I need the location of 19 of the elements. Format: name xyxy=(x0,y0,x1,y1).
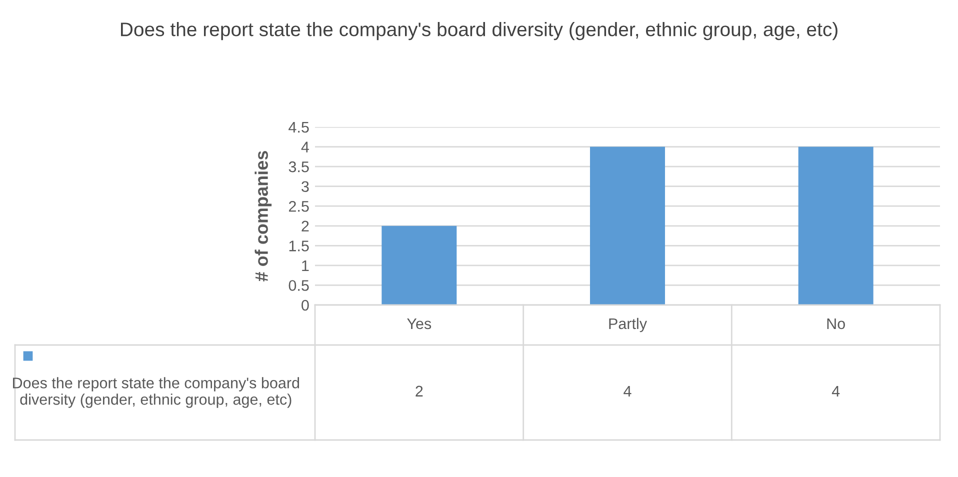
y-tick-label: 2.5 xyxy=(288,200,309,212)
data-label: 4 xyxy=(832,386,840,396)
x-tick-label: No xyxy=(827,318,845,330)
y-tick-label: 1.5 xyxy=(289,240,309,252)
y-tick-label: 3 xyxy=(302,181,309,192)
y-tick-label: 3.5 xyxy=(288,161,309,172)
chart-title: Does the report state the company's board diversity (gender, ethnic group, age, etc) xyxy=(121,22,838,40)
y-axis-title: # of companies xyxy=(254,151,272,282)
y-tick-label: 0 xyxy=(302,300,309,311)
y-tick-label: 0.5 xyxy=(288,280,309,291)
legend-label: Does the report state the company's board diversity (gender, ethnic group, age, etc) xyxy=(13,377,300,408)
y-tick-label: 2 xyxy=(302,220,309,232)
y-tick-label: 4.5 xyxy=(288,122,309,133)
data-label: 2 xyxy=(416,386,423,396)
x-tick-label: Yes xyxy=(407,318,432,330)
y-tick-label: 1 xyxy=(302,260,309,271)
x-tick-label: Partly xyxy=(609,318,647,332)
data-label: 4 xyxy=(624,386,632,396)
y-tick-label: 4 xyxy=(301,142,309,152)
